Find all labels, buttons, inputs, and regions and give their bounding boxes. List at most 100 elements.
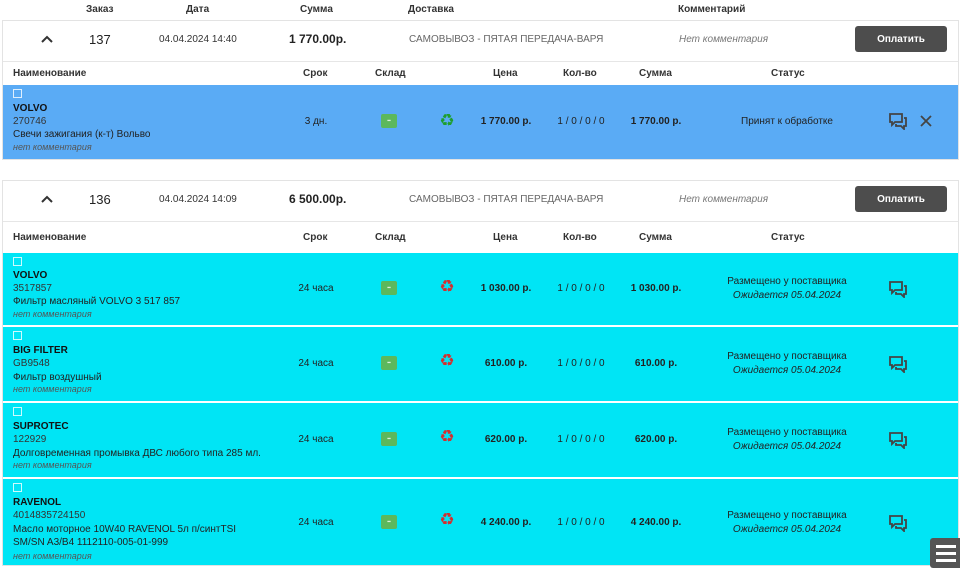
col-name: Наименование xyxy=(13,68,87,79)
item-price: 1 030.00 р. xyxy=(480,283,532,294)
item-qty: 1 / 0 / 0 / 0 xyxy=(557,116,605,127)
order-item-row[interactable]: RAVENOL 4014835724150 Масло моторное 10W… xyxy=(3,477,958,565)
item-status: Размещено у поставщика Ожидается 05.04.2… xyxy=(709,276,865,301)
item-expected-date: Ожидается 05.04.2024 xyxy=(732,524,842,535)
item-status: Размещено у поставщика Ожидается 05.04.2… xyxy=(709,510,865,535)
col-comment: Комментарий xyxy=(678,4,746,15)
items-header: Наименование Срок Склад Цена Кол-во Сумм… xyxy=(3,61,958,83)
order-item-row[interactable]: BIG FILTER GB9548 Фильтр воздушный нет к… xyxy=(3,325,958,401)
item-price: 620.00 р. xyxy=(484,434,528,445)
col-stock: Склад xyxy=(375,232,406,243)
item-brand: RAVENOL xyxy=(13,497,62,508)
chevron-up-icon[interactable] xyxy=(39,31,55,47)
item-status-text: Размещено у поставщика xyxy=(727,510,847,521)
item-sum: 1 770.00 р. xyxy=(630,116,682,127)
item-article: 3517857 xyxy=(13,283,52,294)
item-sum: 1 030.00 р. xyxy=(630,283,682,294)
item-term: 3 дн. xyxy=(304,116,328,127)
order-comment: Нет комментария xyxy=(679,194,769,205)
col-status: Статус xyxy=(771,68,805,79)
warehouse-badge-icon: ▪▪ xyxy=(381,356,397,370)
order-comment: Нет комментария xyxy=(679,34,769,45)
order-card: 136 04.04.2024 14:09 6 500.00р. САМОВЫВО… xyxy=(2,180,959,566)
item-sum: 620.00 р. xyxy=(634,434,678,445)
order-number: 137 xyxy=(89,32,111,47)
order-sum: 1 770.00р. xyxy=(289,32,347,46)
item-name: Фильтр масляный VOLVO 3 517 857 xyxy=(13,296,181,307)
item-checkbox[interactable] xyxy=(13,89,22,98)
close-icon[interactable] xyxy=(918,113,934,129)
col-order: Заказ xyxy=(86,4,114,15)
order-card: 137 04.04.2024 14:40 1 770.00р. САМОВЫВО… xyxy=(2,20,959,160)
col-item-sum: Сумма xyxy=(639,68,672,79)
item-status: Размещено у поставщика Ожидается 05.04.2… xyxy=(709,351,865,376)
item-qty: 1 / 0 / 0 / 0 xyxy=(557,434,605,445)
col-qty: Кол-во xyxy=(563,68,597,79)
message-icon[interactable] xyxy=(888,280,908,300)
item-term: 24 часа xyxy=(298,517,334,528)
item-price: 610.00 р. xyxy=(484,358,528,369)
item-term: 24 часа xyxy=(298,358,334,369)
item-price: 1 770.00 р. xyxy=(480,116,532,127)
item-comment: нет комментария xyxy=(13,309,92,319)
item-article: GB9548 xyxy=(13,358,50,369)
recycle-icon: ♻ xyxy=(439,427,455,446)
item-expected-date: Ожидается 05.04.2024 xyxy=(732,290,842,301)
item-brand: SUPROTEC xyxy=(13,421,69,432)
order-summary-row: 137 04.04.2024 14:40 1 770.00р. САМОВЫВО… xyxy=(3,21,958,61)
col-name: Наименование xyxy=(13,232,87,243)
order-date: 04.04.2024 14:40 xyxy=(159,34,237,45)
message-icon[interactable] xyxy=(888,112,908,132)
message-icon[interactable] xyxy=(888,431,908,451)
item-qty: 1 / 0 / 0 / 0 xyxy=(557,517,605,528)
message-icon[interactable] xyxy=(888,355,908,375)
items-header: Наименование Срок Склад Цена Кол-во Сумм… xyxy=(3,221,958,251)
item-qty: 1 / 0 / 0 / 0 xyxy=(557,358,605,369)
warehouse-badge-icon: ▪▪ xyxy=(381,432,397,446)
orders-column-header: Заказ Дата Сумма Доставка Комментарий xyxy=(0,0,960,20)
item-checkbox[interactable] xyxy=(13,483,22,492)
item-expected-date: Ожидается 05.04.2024 xyxy=(732,365,842,376)
order-sum: 6 500.00р. xyxy=(289,192,347,206)
item-checkbox[interactable] xyxy=(13,331,22,340)
item-sum: 4 240.00 р. xyxy=(630,517,682,528)
recycle-icon: ♻ xyxy=(439,351,455,370)
item-comment: нет комментария xyxy=(13,384,92,394)
col-qty: Кол-во xyxy=(563,232,597,243)
item-brand: VOLVO xyxy=(13,270,48,281)
hamburger-menu-icon[interactable] xyxy=(930,538,960,568)
col-item-sum: Сумма xyxy=(639,232,672,243)
col-term: Срок xyxy=(303,68,328,79)
order-item-row[interactable]: VOLVO 270746 Свечи зажигания (к-т) Вольв… xyxy=(3,83,958,159)
item-status-text: Размещено у поставщика xyxy=(727,276,847,287)
item-brand: VOLVO xyxy=(13,103,48,114)
chevron-up-icon[interactable] xyxy=(39,191,55,207)
item-article: 4014835724150 xyxy=(13,510,86,521)
item-name: Свечи зажигания (к-т) Вольво xyxy=(13,129,151,140)
order-item-row[interactable]: SUPROTEC 122929 Долговременная промывка … xyxy=(3,401,958,477)
order-number: 136 xyxy=(89,192,111,207)
item-name: Масло моторное 10W40 RAVENOL 5л п/синтTS… xyxy=(13,524,237,548)
item-qty: 1 / 0 / 0 / 0 xyxy=(557,283,605,294)
warehouse-badge-icon: ▪▪ xyxy=(381,114,397,128)
item-status-text: Размещено у поставщика xyxy=(727,351,847,362)
item-term: 24 часа xyxy=(298,283,334,294)
recycle-icon: ♻ xyxy=(439,277,455,296)
item-status: Принят к обработке xyxy=(709,116,865,127)
order-item-row[interactable]: VOLVO 3517857 Фильтр масляный VOLVO 3 51… xyxy=(3,251,958,325)
item-comment: нет комментария xyxy=(13,142,92,152)
item-checkbox[interactable] xyxy=(13,257,22,266)
item-checkbox[interactable] xyxy=(13,407,22,416)
item-status: Размещено у поставщика Ожидается 05.04.2… xyxy=(709,427,865,452)
pay-button[interactable]: Оплатить xyxy=(855,186,947,212)
item-comment: нет комментария xyxy=(13,460,92,470)
item-sum: 610.00 р. xyxy=(634,358,678,369)
col-stock: Склад xyxy=(375,68,406,79)
item-name: Долговременная промывка ДВС любого типа … xyxy=(13,448,261,459)
item-status-text: Принят к обработке xyxy=(741,116,833,127)
pay-button[interactable]: Оплатить xyxy=(855,26,947,52)
recycle-icon: ♻ xyxy=(439,510,455,529)
message-icon[interactable] xyxy=(888,514,908,534)
order-date: 04.04.2024 14:09 xyxy=(159,194,237,205)
col-status: Статус xyxy=(771,232,805,243)
